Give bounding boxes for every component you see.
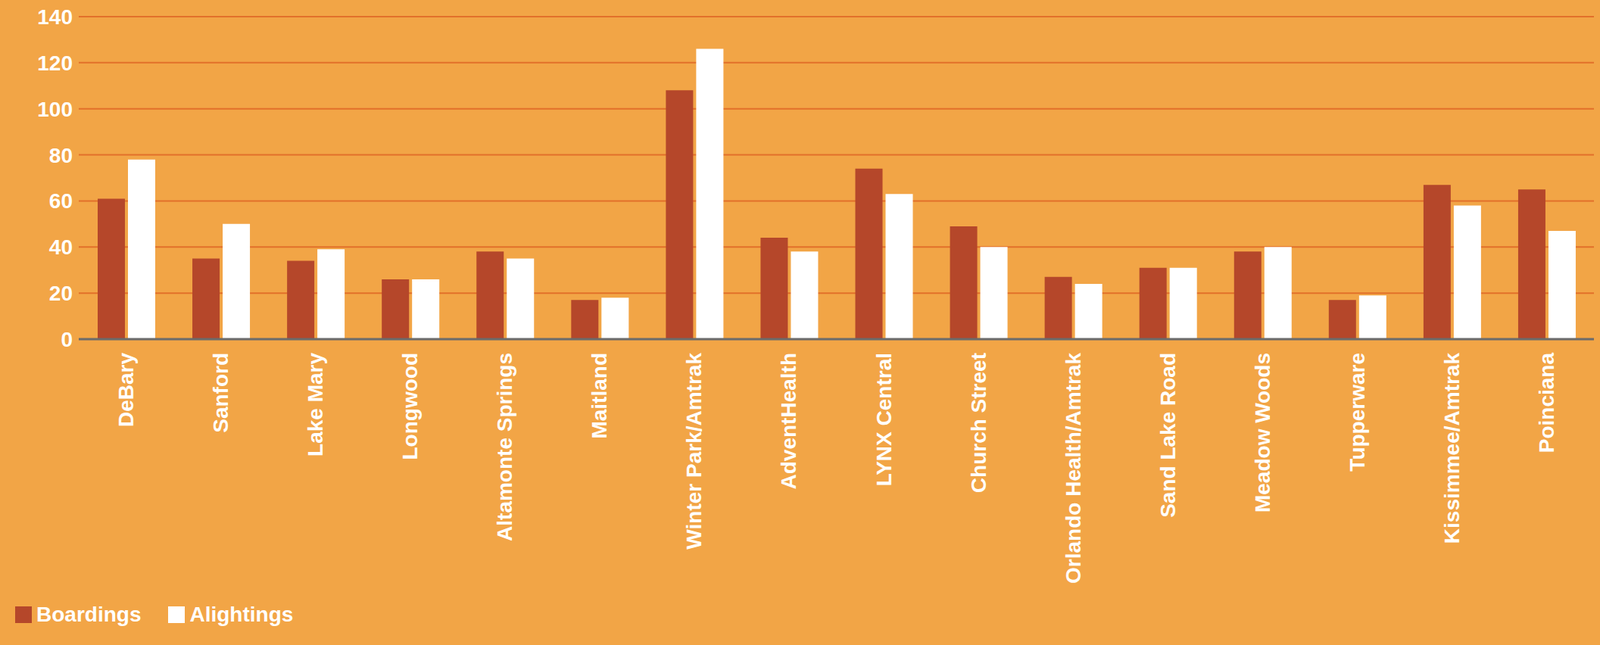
svg-text:Maitland: Maitland	[587, 352, 612, 440]
svg-text:Winter Park/Amtrak: Winter Park/Amtrak	[682, 352, 706, 550]
svg-text:20: 20	[49, 281, 73, 306]
svg-text:Sanford: Sanford	[208, 352, 233, 434]
svg-text:100: 100	[37, 97, 73, 122]
svg-text:Sand Lake Road: Sand Lake Road	[1156, 352, 1180, 518]
svg-text:Altamonte Springs: Altamonte Springs	[492, 352, 517, 542]
svg-text:Meadow Woods: Meadow Woods	[1250, 352, 1275, 513]
svg-text:Lake Mary: Lake Mary	[303, 352, 328, 457]
svg-text:Longwood: Longwood	[398, 352, 422, 461]
html-text:Alightings: Alightings	[189, 602, 294, 627]
svg-text:140: 140	[37, 5, 73, 29]
svg-text:Kissimmee/Amtrak: Kissimmee/Amtrak	[1440, 352, 1464, 545]
svg-text:Poinciana: Poinciana	[1534, 352, 1559, 454]
svg-text:Tupperware: Tupperware	[1345, 352, 1370, 472]
svg-text:DeBary: DeBary	[114, 352, 138, 428]
svg-text:120: 120	[37, 51, 73, 75]
svg-text:60: 60	[49, 189, 73, 213]
html-text:Boardings: Boardings	[36, 602, 142, 627]
svg-text:LYNX Central: LYNX Central	[872, 352, 896, 487]
svg-text:AdventHealth: AdventHealth	[776, 352, 801, 490]
svg-text:40: 40	[49, 235, 73, 259]
svg-text:0: 0	[60, 327, 73, 352]
svg-text:80: 80	[49, 143, 73, 168]
svg-text:Church Street: Church Street	[966, 352, 991, 493]
svg-text:Orlando Health/Amtrak: Orlando Health/Amtrak	[1061, 352, 1086, 584]
